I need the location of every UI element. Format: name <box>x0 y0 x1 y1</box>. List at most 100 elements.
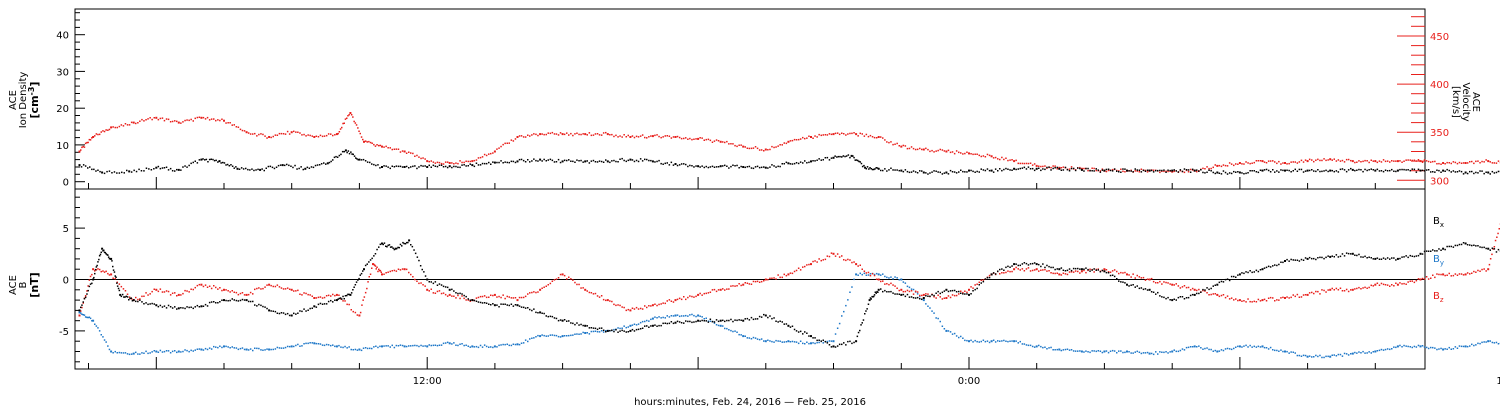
ion-density-point <box>574 161 576 163</box>
velocity-point <box>1434 160 1436 163</box>
by-point <box>1313 356 1315 358</box>
by-point <box>1146 351 1149 354</box>
by-point <box>107 345 109 347</box>
by-point <box>288 345 291 348</box>
bz-point <box>758 281 761 283</box>
bz-point <box>746 282 749 284</box>
velocity-point <box>683 137 685 140</box>
bz-point <box>1321 289 1323 291</box>
velocity-point <box>559 132 562 134</box>
bz-point <box>851 261 853 264</box>
ion-density-point <box>814 160 816 162</box>
velocity-point <box>1276 162 1278 165</box>
ion-density-point <box>1142 169 1145 172</box>
by-point <box>771 340 773 343</box>
ion-density-point <box>1440 171 1442 173</box>
bz-point <box>177 293 180 296</box>
ion-density-point <box>1220 173 1223 175</box>
bz-point <box>412 276 414 278</box>
ion-density-point <box>676 164 679 167</box>
by-point <box>1425 346 1428 349</box>
by-point <box>808 342 810 345</box>
by-point <box>1462 345 1465 348</box>
by-point <box>1218 350 1221 352</box>
bz-point <box>91 273 93 276</box>
by-point <box>1444 348 1446 350</box>
by-point <box>935 317 937 319</box>
bz-point <box>949 296 952 299</box>
bz-point <box>208 285 211 287</box>
velocity-point <box>1454 161 1457 164</box>
bz-point <box>1001 272 1003 274</box>
ion-density-point <box>972 170 974 173</box>
bz-point <box>1497 232 1499 235</box>
velocity-point <box>1070 166 1073 168</box>
velocity-point <box>906 147 909 150</box>
ion-density-point <box>314 164 317 167</box>
velocity-point <box>270 136 272 139</box>
velocity-point <box>553 133 556 135</box>
by-point <box>890 276 892 278</box>
velocity-point <box>1321 159 1323 162</box>
by-point <box>268 348 271 351</box>
ion-density-point <box>453 165 455 168</box>
by-point <box>132 352 135 355</box>
ion-density-point <box>1259 169 1262 171</box>
by-point <box>1399 344 1401 347</box>
by-point <box>1238 345 1241 348</box>
bz-point <box>1191 287 1194 290</box>
bz-point <box>1411 280 1413 282</box>
ion-density-point <box>377 164 379 166</box>
by-point <box>282 347 285 349</box>
bz-point <box>754 280 757 283</box>
velocity-point <box>1290 161 1292 163</box>
by-point <box>1200 347 1202 349</box>
velocity-point <box>348 114 350 116</box>
by-point <box>366 347 369 350</box>
by-point <box>672 315 675 317</box>
ion-density-point <box>1493 172 1496 174</box>
velocity-point <box>215 119 217 122</box>
velocity-point <box>485 154 488 157</box>
bz-point <box>1058 273 1061 276</box>
by-point <box>1366 352 1368 354</box>
by-point <box>1259 346 1262 348</box>
velocity-point <box>929 150 931 153</box>
ion-density-point <box>919 170 921 172</box>
ion-density-point <box>1356 169 1358 171</box>
bz-point <box>1366 287 1368 289</box>
velocity-point <box>286 130 289 133</box>
ion-density-point <box>133 169 135 172</box>
by-point <box>988 341 991 344</box>
bz-point <box>299 293 301 295</box>
bz-point <box>426 288 429 291</box>
bz-point <box>258 287 260 289</box>
ion-density-point <box>785 161 788 164</box>
velocity-point <box>295 131 297 133</box>
velocity-point <box>410 152 412 154</box>
by-point <box>785 341 788 343</box>
by-point <box>867 274 870 276</box>
bz-point <box>769 277 771 280</box>
velocity-point <box>561 133 564 136</box>
ion-density-point <box>235 166 237 168</box>
velocity-point <box>1253 161 1255 164</box>
by-point <box>853 278 855 281</box>
velocity-point <box>98 133 101 136</box>
bz-point <box>1290 296 1292 299</box>
bz-point <box>1413 281 1416 284</box>
ion-density-point <box>1350 167 1352 170</box>
bz-point <box>615 304 617 307</box>
bz-point <box>516 299 519 302</box>
by-point <box>299 345 301 347</box>
by-point <box>972 341 974 343</box>
velocity-point <box>738 144 740 146</box>
ion-density-point <box>962 170 964 173</box>
velocity-point <box>904 145 907 147</box>
velocity-point <box>145 119 147 121</box>
bz-point <box>637 308 640 310</box>
by-point <box>919 295 921 298</box>
velocity-point <box>1027 162 1030 165</box>
ion-density-point <box>1386 170 1389 172</box>
bz-point <box>395 270 398 272</box>
